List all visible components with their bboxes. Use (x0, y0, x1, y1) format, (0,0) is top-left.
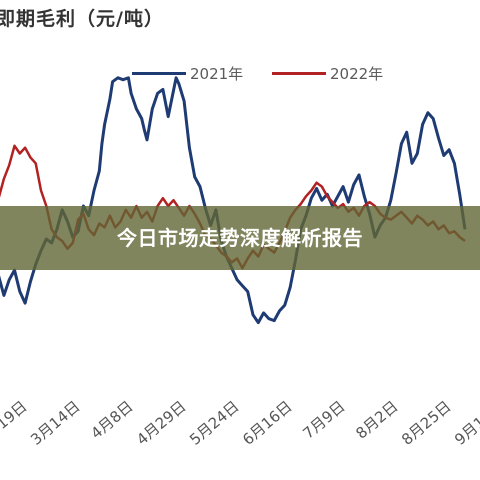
legend-label-2022: 2022年 (330, 64, 384, 83)
headline-text: 今日市场走势深度解析报告 (117, 226, 363, 250)
legend-item-2021: 2021年 (132, 63, 243, 83)
x-tick-label: 9月18日 (451, 397, 480, 448)
legend-label-2021: 2021年 (190, 64, 244, 83)
x-tick-label: 7月9日 (299, 397, 348, 442)
x-tick-label: 5月24日 (186, 397, 242, 448)
x-tick-label: 8月2日 (352, 397, 401, 442)
x-tick-label: 6月16日 (239, 397, 295, 448)
series-line-2021 (0, 76, 467, 325)
x-tick-label: 3月14日 (27, 397, 83, 448)
legend-swatch-2022 (272, 71, 326, 75)
headline-banner (0, 206, 480, 270)
legend-item-2022: 2022年 (272, 63, 383, 83)
x-tick-label: 4月8日 (87, 397, 136, 442)
x-tick-label: 4月29日 (133, 397, 189, 448)
x-tick-label: 1月19日 (0, 397, 31, 448)
legend-swatch-2021 (132, 71, 186, 75)
chart-title: 即期毛利（元/吨） (0, 8, 164, 30)
x-tick-label: 8月25日 (398, 397, 454, 448)
